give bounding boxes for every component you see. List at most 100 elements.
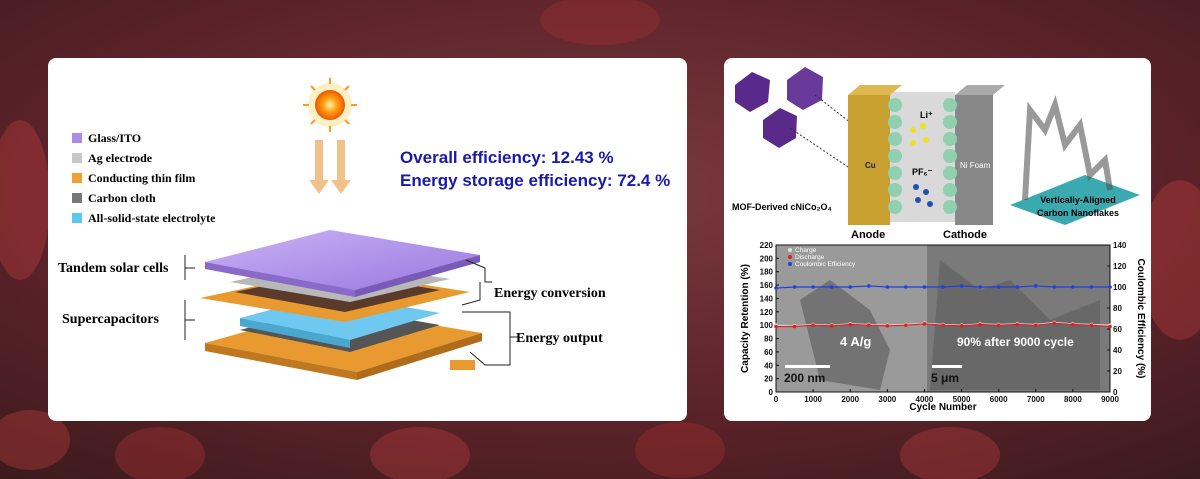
annotation: 4 A/g	[840, 334, 871, 349]
x-tick-label: 0	[774, 395, 779, 404]
y-tick-label: 180	[760, 268, 774, 277]
legend-swatch	[72, 133, 82, 143]
legend-marker	[788, 255, 792, 259]
legend-swatch	[72, 173, 82, 183]
point	[1108, 285, 1112, 289]
label: Vertically-Aligned	[1040, 195, 1116, 205]
label: PF₆⁻	[912, 167, 933, 177]
x-tick-label: 2000	[841, 395, 859, 404]
point	[978, 322, 982, 327]
point	[1089, 323, 1094, 327]
efficiency-text: Energy storage efficiency: 72.4 %	[400, 171, 670, 190]
cell	[848, 85, 1005, 225]
x-tick-label: 9000	[1101, 395, 1119, 404]
y-tick-label: 140	[760, 294, 774, 303]
y2-tick-label: 100	[1113, 283, 1127, 292]
y2-tick-label: 80	[1113, 304, 1122, 313]
x-tick-label: 5000	[953, 395, 971, 404]
y-tick-label: 120	[760, 308, 774, 317]
point	[1052, 285, 1057, 289]
label: Supercapacitors	[62, 312, 160, 327]
y-tick-label: 100	[760, 321, 774, 330]
x-tick-label: 4000	[916, 395, 934, 404]
point	[1071, 285, 1075, 289]
cubes	[735, 67, 861, 176]
y2-tick-label: 140	[1113, 241, 1127, 250]
label: Cathode	[943, 229, 987, 241]
legend-label: Conducting thin film	[88, 171, 195, 185]
label: MOF-Derived cNiCo₂O₄	[732, 202, 832, 212]
point	[978, 285, 982, 289]
point	[1071, 322, 1075, 327]
sun	[303, 78, 357, 194]
y2-tick-label: 60	[1113, 325, 1122, 334]
point	[996, 285, 1001, 289]
point	[1089, 285, 1094, 289]
x-tick-label: 8000	[1064, 395, 1082, 404]
efficiency-text: Overall efficiency: 12.43 %	[400, 148, 614, 167]
legend-marker	[788, 248, 792, 252]
x-tick-label: 7000	[1027, 395, 1045, 404]
y-axis-label: Capacity Retention (%)	[740, 264, 751, 373]
point	[774, 286, 778, 290]
point	[885, 285, 890, 289]
legend-swatch	[72, 213, 82, 223]
device-stack	[184, 230, 518, 380]
legend: Glass/ITO Ag electrode Conducting thin fil…	[72, 131, 216, 225]
point	[922, 285, 927, 289]
label: Li⁺	[920, 110, 933, 120]
annotation: 90% after 9000 cycle	[957, 335, 1074, 349]
legend-label: Glass/ITO	[88, 131, 141, 145]
y2-tick-label: 20	[1113, 367, 1122, 376]
y2-tick-label: 40	[1113, 346, 1122, 355]
point	[904, 323, 908, 327]
label: Tandem solar cells	[58, 261, 169, 276]
point	[1033, 284, 1038, 288]
point	[904, 285, 908, 289]
point	[1052, 321, 1057, 325]
scale-bar: 200 nm	[784, 371, 825, 385]
point	[941, 285, 945, 289]
point	[885, 324, 890, 328]
legend-label: All-solid-state electrolyte	[88, 211, 216, 225]
x-tick-label: 1000	[804, 395, 822, 404]
point	[866, 284, 871, 288]
point	[1015, 285, 1020, 289]
plot-frame	[775, 244, 1111, 393]
y-tick-label: 40	[764, 361, 773, 370]
y2-tick-label: 120	[1113, 262, 1127, 271]
y2-axis-label: Coulombic Efficiency (%)	[1135, 258, 1146, 378]
legend-label: Charge	[795, 247, 817, 254]
point	[829, 324, 834, 328]
y-tick-label: 220	[760, 241, 774, 250]
point	[959, 284, 964, 288]
point	[1015, 322, 1020, 327]
label: Anode	[851, 229, 885, 241]
y-tick-label: 160	[760, 281, 774, 290]
y-tick-label: 200	[760, 254, 774, 263]
y-tick-label: 80	[764, 335, 773, 344]
label: Ni Foam	[960, 161, 991, 170]
point	[941, 323, 945, 327]
point	[848, 322, 853, 327]
point	[866, 323, 871, 327]
legend-label: Discharge	[795, 254, 825, 261]
point	[811, 285, 815, 289]
point	[848, 285, 853, 289]
chart: 0 1000 2000 3000 4000 5000 6000 7000 8000 9000020…	[740, 241, 1146, 413]
x-tick-label: 6000	[990, 395, 1008, 404]
legend-swatch	[72, 193, 82, 203]
point	[829, 285, 834, 289]
point	[1108, 324, 1112, 329]
point	[811, 323, 815, 327]
point	[774, 324, 778, 329]
scale-bar: 5 μm	[931, 371, 959, 385]
legend-label: Ag electrode	[88, 151, 153, 165]
label: Cu	[865, 161, 876, 170]
point	[959, 324, 964, 328]
point	[792, 324, 797, 329]
legend-label: Coulombic Efficiency	[795, 261, 856, 268]
